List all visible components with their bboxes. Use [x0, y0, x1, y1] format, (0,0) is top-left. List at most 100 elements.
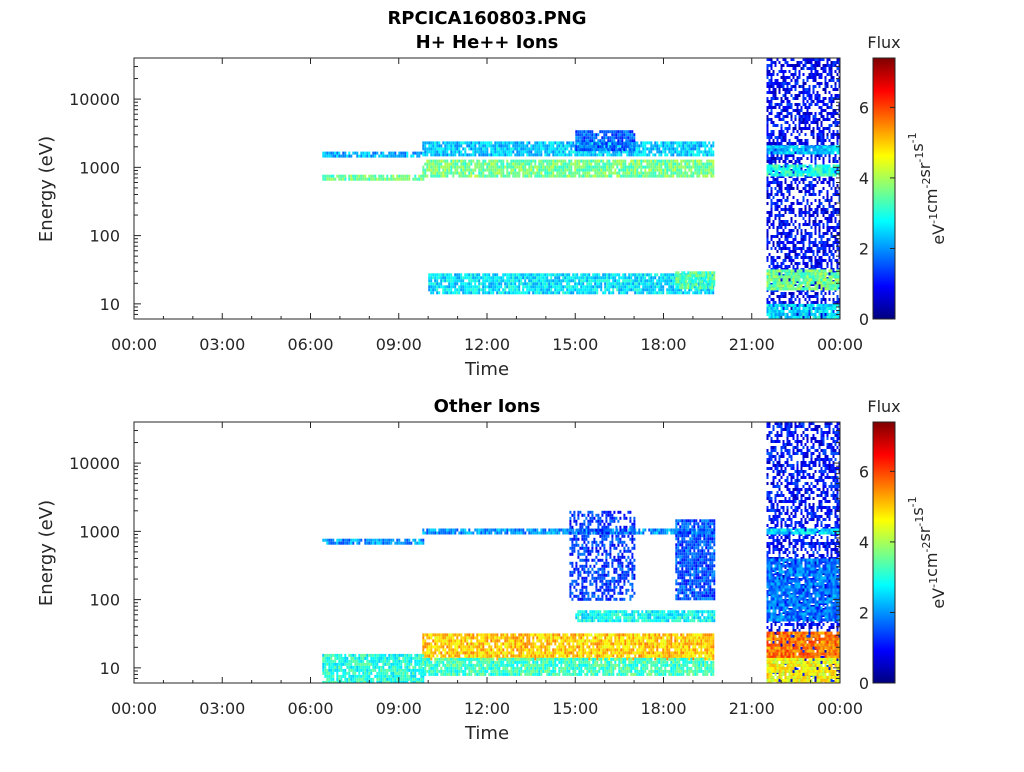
heatmap-cell: [488, 285, 491, 289]
heatmap-cell: [804, 298, 807, 301]
heatmap-cell: [774, 284, 777, 288]
heatmap-cell: [706, 288, 709, 292]
heatmap-cell: [772, 91, 775, 94]
heatmap-cell: [424, 147, 427, 151]
heatmap-cell: [692, 174, 695, 178]
heatmap-cell: [644, 150, 647, 154]
heatmap-cell: [780, 170, 783, 174]
heatmap-cell: [488, 159, 491, 163]
heatmap-cell: [810, 250, 813, 253]
heatmap-cell: [530, 273, 533, 277]
heatmap-cell: [522, 153, 525, 157]
heatmap-cell: [644, 168, 647, 172]
heatmap-cell: [360, 174, 363, 178]
heatmap-cell: [613, 139, 616, 143]
heatmap-cell: [674, 147, 677, 151]
heatmap-cell: [708, 150, 711, 154]
heatmap-cell: [628, 165, 631, 169]
heatmap-cell: [694, 153, 697, 157]
heatmap-cell: [804, 229, 807, 232]
heatmap-cell: [468, 147, 471, 151]
heatmap-cell: [486, 279, 489, 283]
heatmap-cell: [710, 147, 713, 151]
heatmap-cell: [620, 150, 623, 154]
heatmap-cell: [590, 150, 593, 154]
heatmap-cell: [806, 112, 809, 115]
heatmap-cell: [766, 124, 769, 127]
heatmap-cell: [770, 284, 773, 288]
heatmap-cell: [778, 214, 781, 217]
heatmap-cell: [630, 153, 633, 157]
heatmap-cell: [832, 301, 835, 304]
heatmap-cell: [822, 208, 825, 211]
heatmap-cell: [822, 139, 825, 142]
heatmap-cell: [774, 205, 777, 208]
heatmap-cell: [668, 165, 671, 169]
heatmap-cell: [648, 174, 651, 178]
heatmap-cell: [436, 150, 439, 154]
heatmap-cell: [462, 285, 465, 289]
heatmap-cell: [448, 282, 451, 286]
heatmap-cell: [444, 174, 447, 178]
heatmap-cell: [804, 82, 807, 85]
heatmap-cell: [666, 279, 669, 283]
heatmap-cell: [621, 130, 624, 134]
heatmap-cell: [452, 171, 455, 175]
heatmap-cell: [614, 273, 617, 277]
heatmap-cell: [524, 147, 527, 151]
heatmap-cell: [824, 292, 827, 295]
heatmap-cell: [548, 141, 551, 145]
heatmap-cell: [672, 273, 675, 277]
heatmap-cell: [674, 282, 677, 286]
heatmap-cell: [676, 144, 679, 148]
heatmap-cell: [580, 285, 583, 289]
heatmap-cell: [440, 165, 443, 169]
heatmap-cell: [568, 165, 571, 169]
heatmap-cell: [600, 282, 603, 286]
heatmap-cell: [380, 151, 383, 155]
heatmap-cell: [796, 109, 799, 112]
heatmap-cell: [702, 153, 705, 157]
heatmap-cell: [796, 167, 799, 171]
heatmap-cell: [702, 165, 705, 169]
heatmap-cell: [808, 58, 811, 61]
heatmap-cell: [538, 141, 541, 145]
heatmap-cell: [586, 291, 589, 295]
heatmap-cell: [404, 177, 407, 181]
heatmap-cell: [484, 153, 487, 157]
heatmap-cell: [572, 285, 575, 289]
heatmap-cell: [768, 70, 771, 73]
heatmap-cell: [552, 282, 555, 286]
heatmap-cell: [514, 276, 517, 280]
heatmap-cell: [830, 196, 833, 199]
heatmap-cell: [684, 150, 687, 154]
heatmap-cell: [634, 282, 637, 286]
heatmap-cell: [458, 288, 461, 292]
heatmap-cell: [470, 147, 473, 151]
heatmap-cell: [800, 250, 803, 253]
heatmap-cell: [672, 168, 675, 172]
heatmap-cell: [778, 281, 781, 285]
heatmap-cell: [818, 106, 821, 109]
heatmap-cell: [800, 148, 803, 152]
heatmap-cell: [772, 281, 775, 285]
heatmap-cell: [780, 97, 783, 100]
heatmap-cell: [594, 276, 597, 280]
heatmap-cell: [585, 136, 588, 140]
heatmap-cell: [619, 130, 622, 134]
heatmap-cell: [772, 148, 775, 152]
heatmap-cell: [836, 265, 839, 268]
heatmap-cell: [520, 282, 523, 286]
heatmap-cell: [808, 220, 811, 223]
heatmap-cell: [554, 285, 557, 289]
heatmap-cell: [826, 127, 829, 130]
heatmap-cell: [802, 164, 805, 168]
heatmap-cell: [772, 244, 775, 247]
heatmap-cell: [796, 173, 799, 177]
heatmap-cell: [442, 153, 445, 157]
heatmap-cell: [450, 165, 453, 169]
heatmap-cell: [482, 291, 485, 295]
heatmap-cell: [532, 273, 535, 277]
heatmap-cell: [544, 144, 547, 148]
heatmap-cell: [838, 247, 840, 250]
